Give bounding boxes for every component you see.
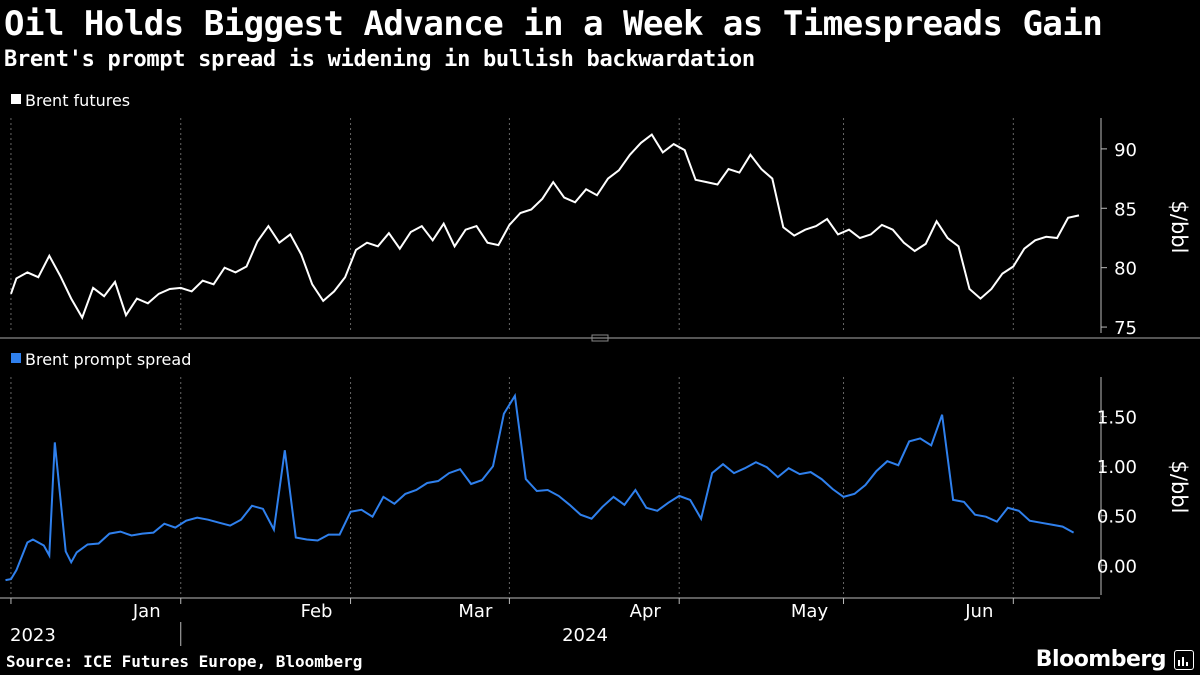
x-tick-label-apr: Apr [630,601,662,622]
bottom-panel: Brent prompt spread 0.00 0.50 1.00 1.50 $/b… [5,350,1191,595]
y-tick-label: 1.50 [1097,408,1137,429]
brent-futures-line [10,133,1080,320]
y-tick-label: 90 [1114,140,1137,161]
x-tick-label-jan: Jan [132,601,161,622]
source-note: Source: ICE Futures Europe, Bloomberg [6,652,363,671]
x-tick-label-feb: Feb [301,601,333,622]
bottom-legend-label: Brent prompt spread [25,350,191,369]
top-panel: Brent futures 75 80 85 90 $/bbl [10,91,1191,339]
x-tick-label-mar: Mar [458,601,493,622]
y-tick-label: 0.50 [1097,507,1137,528]
x-tick-label-may: May [791,601,829,622]
bottom-y-axis-label: $/bbl [1167,461,1191,514]
top-gridlines [10,118,1014,333]
top-y-axis: 75 80 85 90 [1100,118,1137,339]
bottom-legend-swatch [11,353,21,363]
y-tick-label: 75 [1114,318,1137,339]
chart-subtitle: Brent's prompt spread is widening in bul… [4,47,755,72]
chart-title: Oil Holds Biggest Advance in a Week as T… [4,4,1103,44]
bottom-y-axis: 0.00 0.50 1.00 1.50 [1097,377,1137,595]
y-tick-label: 80 [1114,259,1137,280]
panel-resize-handle[interactable] [591,334,609,342]
year-label-2023: 2023 [10,625,56,646]
x-tick-label-jun: Jun [964,601,993,622]
bloomberg-chart-icon [1174,650,1194,670]
bottom-gridlines [10,377,1014,595]
top-legend-swatch [11,94,21,104]
x-axis: DecJanFebMarAprMayJun20232024 [0,597,1100,646]
y-tick-label: 0.00 [1097,556,1137,577]
brent-prompt-spread-line [5,392,1075,582]
bloomberg-logo: Bloomberg [1035,647,1167,672]
top-y-axis-label: $/bbl [1167,201,1191,254]
year-label-2024: 2024 [562,625,608,646]
y-tick-label: 1.00 [1097,457,1137,478]
top-legend-label: Brent futures [25,91,130,110]
y-tick-label: 85 [1114,199,1137,220]
